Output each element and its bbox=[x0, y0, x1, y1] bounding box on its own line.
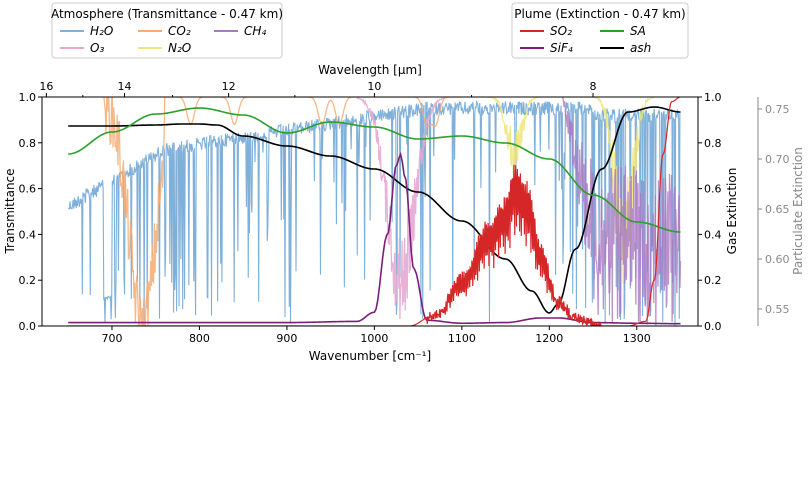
y-right-tick-label: 0.0 bbox=[704, 320, 722, 333]
y-right-tick-label: 1.0 bbox=[704, 91, 722, 104]
legend-atmosphere: Atmosphere (Transmittance - 0.47 km) H₂O… bbox=[51, 2, 283, 59]
y-axis-right: 0.0 0.2 0.4 0.6 0.8 1.0 bbox=[698, 91, 722, 333]
y-right-tick-label: 0.4 bbox=[704, 228, 722, 241]
legend-label-so2: SO₂ bbox=[550, 24, 572, 38]
y-left-tick-label: 0.4 bbox=[19, 228, 37, 241]
y-axis-left: 0.0 0.2 0.4 0.6 0.8 1.0 bbox=[19, 91, 42, 333]
x-bottom-axis-label: Wavenumber [cm⁻¹] bbox=[309, 349, 431, 363]
y-left-tick-label: 1.0 bbox=[19, 91, 37, 104]
plume-layer bbox=[68, 97, 681, 326]
legend-label-ch4: CH₄ bbox=[244, 24, 266, 38]
x-top-tick-label: 16 bbox=[39, 80, 53, 93]
legend-label-n2o: N₂O bbox=[168, 41, 191, 55]
y-particulate-tick-label: 0.60 bbox=[765, 253, 790, 266]
x-bottom-tick-label: 700 bbox=[101, 332, 122, 345]
sa-extinction-line bbox=[68, 107, 681, 233]
ch4-transmittance-line bbox=[561, 97, 682, 326]
legend-label-co2: CO₂ bbox=[168, 24, 191, 38]
y-axis-particulate: 0.55 0.60 0.65 0.70 0.75 bbox=[757, 97, 790, 326]
y-right-tick-label: 0.2 bbox=[704, 274, 722, 287]
x-bottom-tick-label: 1100 bbox=[448, 332, 476, 345]
x-top-tick-label: 10 bbox=[367, 80, 381, 93]
ash-extinction-line bbox=[68, 106, 681, 314]
legend-label-sif4: SiF₄ bbox=[550, 41, 573, 55]
y-right-tick-label: 0.6 bbox=[704, 183, 722, 196]
y-particulate-axis-label: Particulate Extinction bbox=[791, 147, 805, 275]
legend-label-ash: ash bbox=[630, 41, 651, 55]
atmosphere-layer bbox=[67, 97, 682, 326]
y-particulate-tick-label: 0.55 bbox=[765, 303, 790, 316]
x-bottom-tick-label: 1300 bbox=[623, 332, 651, 345]
y-right-axis-label: Gas Extinction bbox=[725, 168, 739, 255]
plot-frame bbox=[41, 96, 699, 327]
x-top-tick-label: 12 bbox=[222, 80, 236, 93]
y-left-tick-label: 0.0 bbox=[19, 320, 37, 333]
o3-transmittance-line bbox=[356, 97, 445, 319]
y-particulate-tick-label: 0.65 bbox=[765, 203, 790, 216]
legend-plume-title: Plume (Extinction - 0.47 km) bbox=[514, 7, 685, 21]
legend-atmosphere-box bbox=[51, 2, 283, 59]
x-bottom-tick-label: 1000 bbox=[360, 332, 388, 345]
x-top-axis-label: Wavelength [μm] bbox=[318, 63, 422, 77]
legend-label-o3: O₃ bbox=[90, 41, 104, 55]
y-left-axis-label: Transmittance bbox=[3, 168, 17, 254]
y-right-tick-label: 0.8 bbox=[704, 137, 722, 150]
so2-extinction-line bbox=[68, 97, 681, 326]
x-top-tick-label: 14 bbox=[117, 80, 131, 93]
x-bottom-tick-label: 900 bbox=[276, 332, 297, 345]
y-left-tick-label: 0.2 bbox=[19, 274, 37, 287]
legend-label-sa: SA bbox=[630, 24, 646, 38]
legend-plume: Plume (Extinction - 0.47 km) SO₂ SA SiF₄ as… bbox=[511, 2, 689, 59]
x-axis-bottom: 700 800 900 1000 1100 1200 1300 bbox=[101, 326, 651, 345]
x-bottom-tick-label: 1200 bbox=[535, 332, 563, 345]
x-axis-top: 16 14 12 10 8 bbox=[39, 80, 597, 97]
legend-label-h2o: H₂O bbox=[90, 24, 113, 38]
y-particulate-tick-label: 0.75 bbox=[765, 103, 790, 116]
x-top-tick-label: 8 bbox=[590, 80, 597, 93]
legend-atmosphere-title: Atmosphere (Transmittance - 0.47 km) bbox=[51, 7, 283, 21]
x-bottom-tick-label: 800 bbox=[189, 332, 210, 345]
y-left-tick-label: 0.6 bbox=[19, 183, 37, 196]
co2-transmittance-line bbox=[103, 97, 462, 326]
y-particulate-tick-label: 0.70 bbox=[765, 153, 790, 166]
y-left-tick-label: 0.8 bbox=[19, 137, 37, 150]
